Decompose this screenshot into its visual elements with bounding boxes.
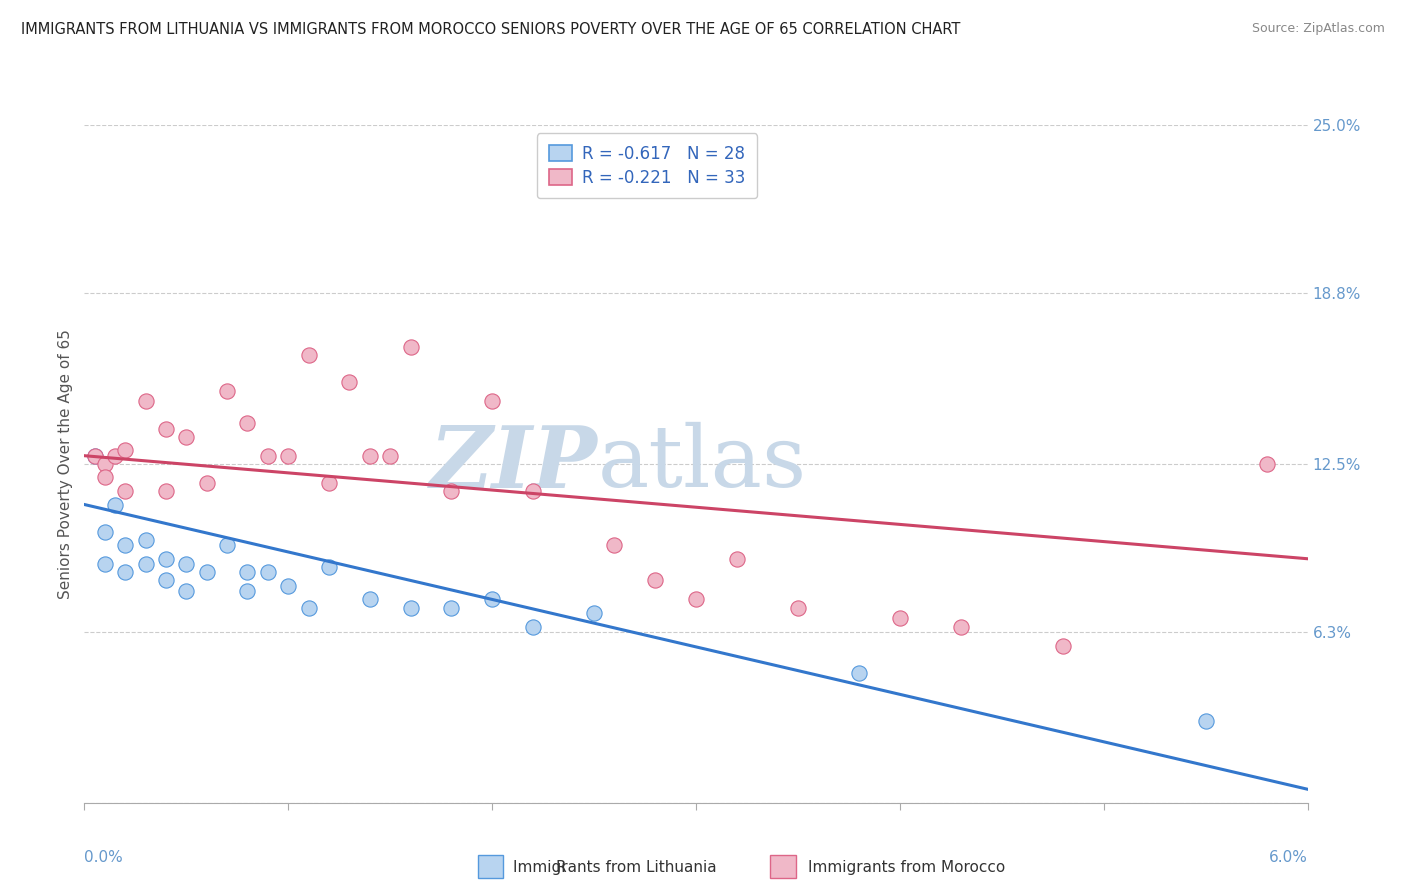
Point <box>135 557 157 571</box>
Point <box>236 566 259 580</box>
Text: IMMIGRANTS FROM LITHUANIA VS IMMIGRANTS FROM MOROCCO SENIORS POVERTY OVER THE AG: IMMIGRANTS FROM LITHUANIA VS IMMIGRANTS … <box>21 22 960 37</box>
Point <box>1052 639 1074 653</box>
Point <box>889 611 911 625</box>
Point <box>950 619 973 633</box>
Text: R: R <box>555 860 567 874</box>
Point <box>135 533 157 547</box>
Point <box>155 551 177 566</box>
Point <box>277 449 299 463</box>
Point <box>174 557 197 571</box>
Point <box>114 483 136 498</box>
Point <box>318 475 340 490</box>
Point <box>195 566 218 580</box>
Point <box>236 416 259 430</box>
Point <box>298 348 321 362</box>
Point <box>1256 457 1278 471</box>
Point <box>380 449 402 463</box>
Point <box>174 584 197 599</box>
Point <box>155 483 177 498</box>
Text: 0.0%: 0.0% <box>84 850 124 865</box>
Point <box>257 449 280 463</box>
Point <box>481 394 503 409</box>
Bar <box>770 855 796 878</box>
Point <box>236 584 259 599</box>
Point <box>522 483 544 498</box>
Point <box>339 376 361 390</box>
Point <box>93 557 115 571</box>
Text: Immigrants from Lithuania: Immigrants from Lithuania <box>513 860 717 874</box>
Point <box>104 498 127 512</box>
Y-axis label: Seniors Poverty Over the Age of 65: Seniors Poverty Over the Age of 65 <box>58 329 73 599</box>
Point <box>440 600 463 615</box>
Point <box>848 665 870 680</box>
Point <box>114 538 136 552</box>
Point <box>217 538 239 552</box>
Point <box>174 430 197 444</box>
Point <box>217 384 239 398</box>
Point <box>83 449 105 463</box>
Point <box>481 592 503 607</box>
Point <box>359 592 381 607</box>
Point <box>298 600 321 615</box>
Text: Source: ZipAtlas.com: Source: ZipAtlas.com <box>1251 22 1385 36</box>
Point <box>93 470 115 484</box>
Point <box>277 579 299 593</box>
Point <box>1195 714 1218 729</box>
Point <box>155 574 177 588</box>
Point <box>399 340 422 354</box>
Point <box>257 566 280 580</box>
Point <box>725 551 748 566</box>
Point <box>135 394 157 409</box>
Text: Immigrants from Morocco: Immigrants from Morocco <box>808 860 1005 874</box>
Point <box>583 606 606 620</box>
Point <box>318 560 340 574</box>
Point <box>644 574 666 588</box>
Point <box>93 457 115 471</box>
Point <box>399 600 422 615</box>
Point <box>603 538 626 552</box>
Point <box>685 592 707 607</box>
Point <box>104 449 127 463</box>
Point <box>114 566 136 580</box>
Legend: R = -0.617   N = 28, R = -0.221   N = 33: R = -0.617 N = 28, R = -0.221 N = 33 <box>537 133 756 198</box>
Text: 6.0%: 6.0% <box>1268 850 1308 865</box>
Point <box>155 421 177 435</box>
Point <box>93 524 115 539</box>
Point <box>114 443 136 458</box>
Point <box>195 475 218 490</box>
Bar <box>478 855 503 878</box>
Text: atlas: atlas <box>598 422 807 506</box>
Point <box>787 600 810 615</box>
Text: ZIP: ZIP <box>430 422 598 506</box>
Point <box>440 483 463 498</box>
Point <box>83 449 105 463</box>
Point <box>359 449 381 463</box>
Point <box>522 619 544 633</box>
